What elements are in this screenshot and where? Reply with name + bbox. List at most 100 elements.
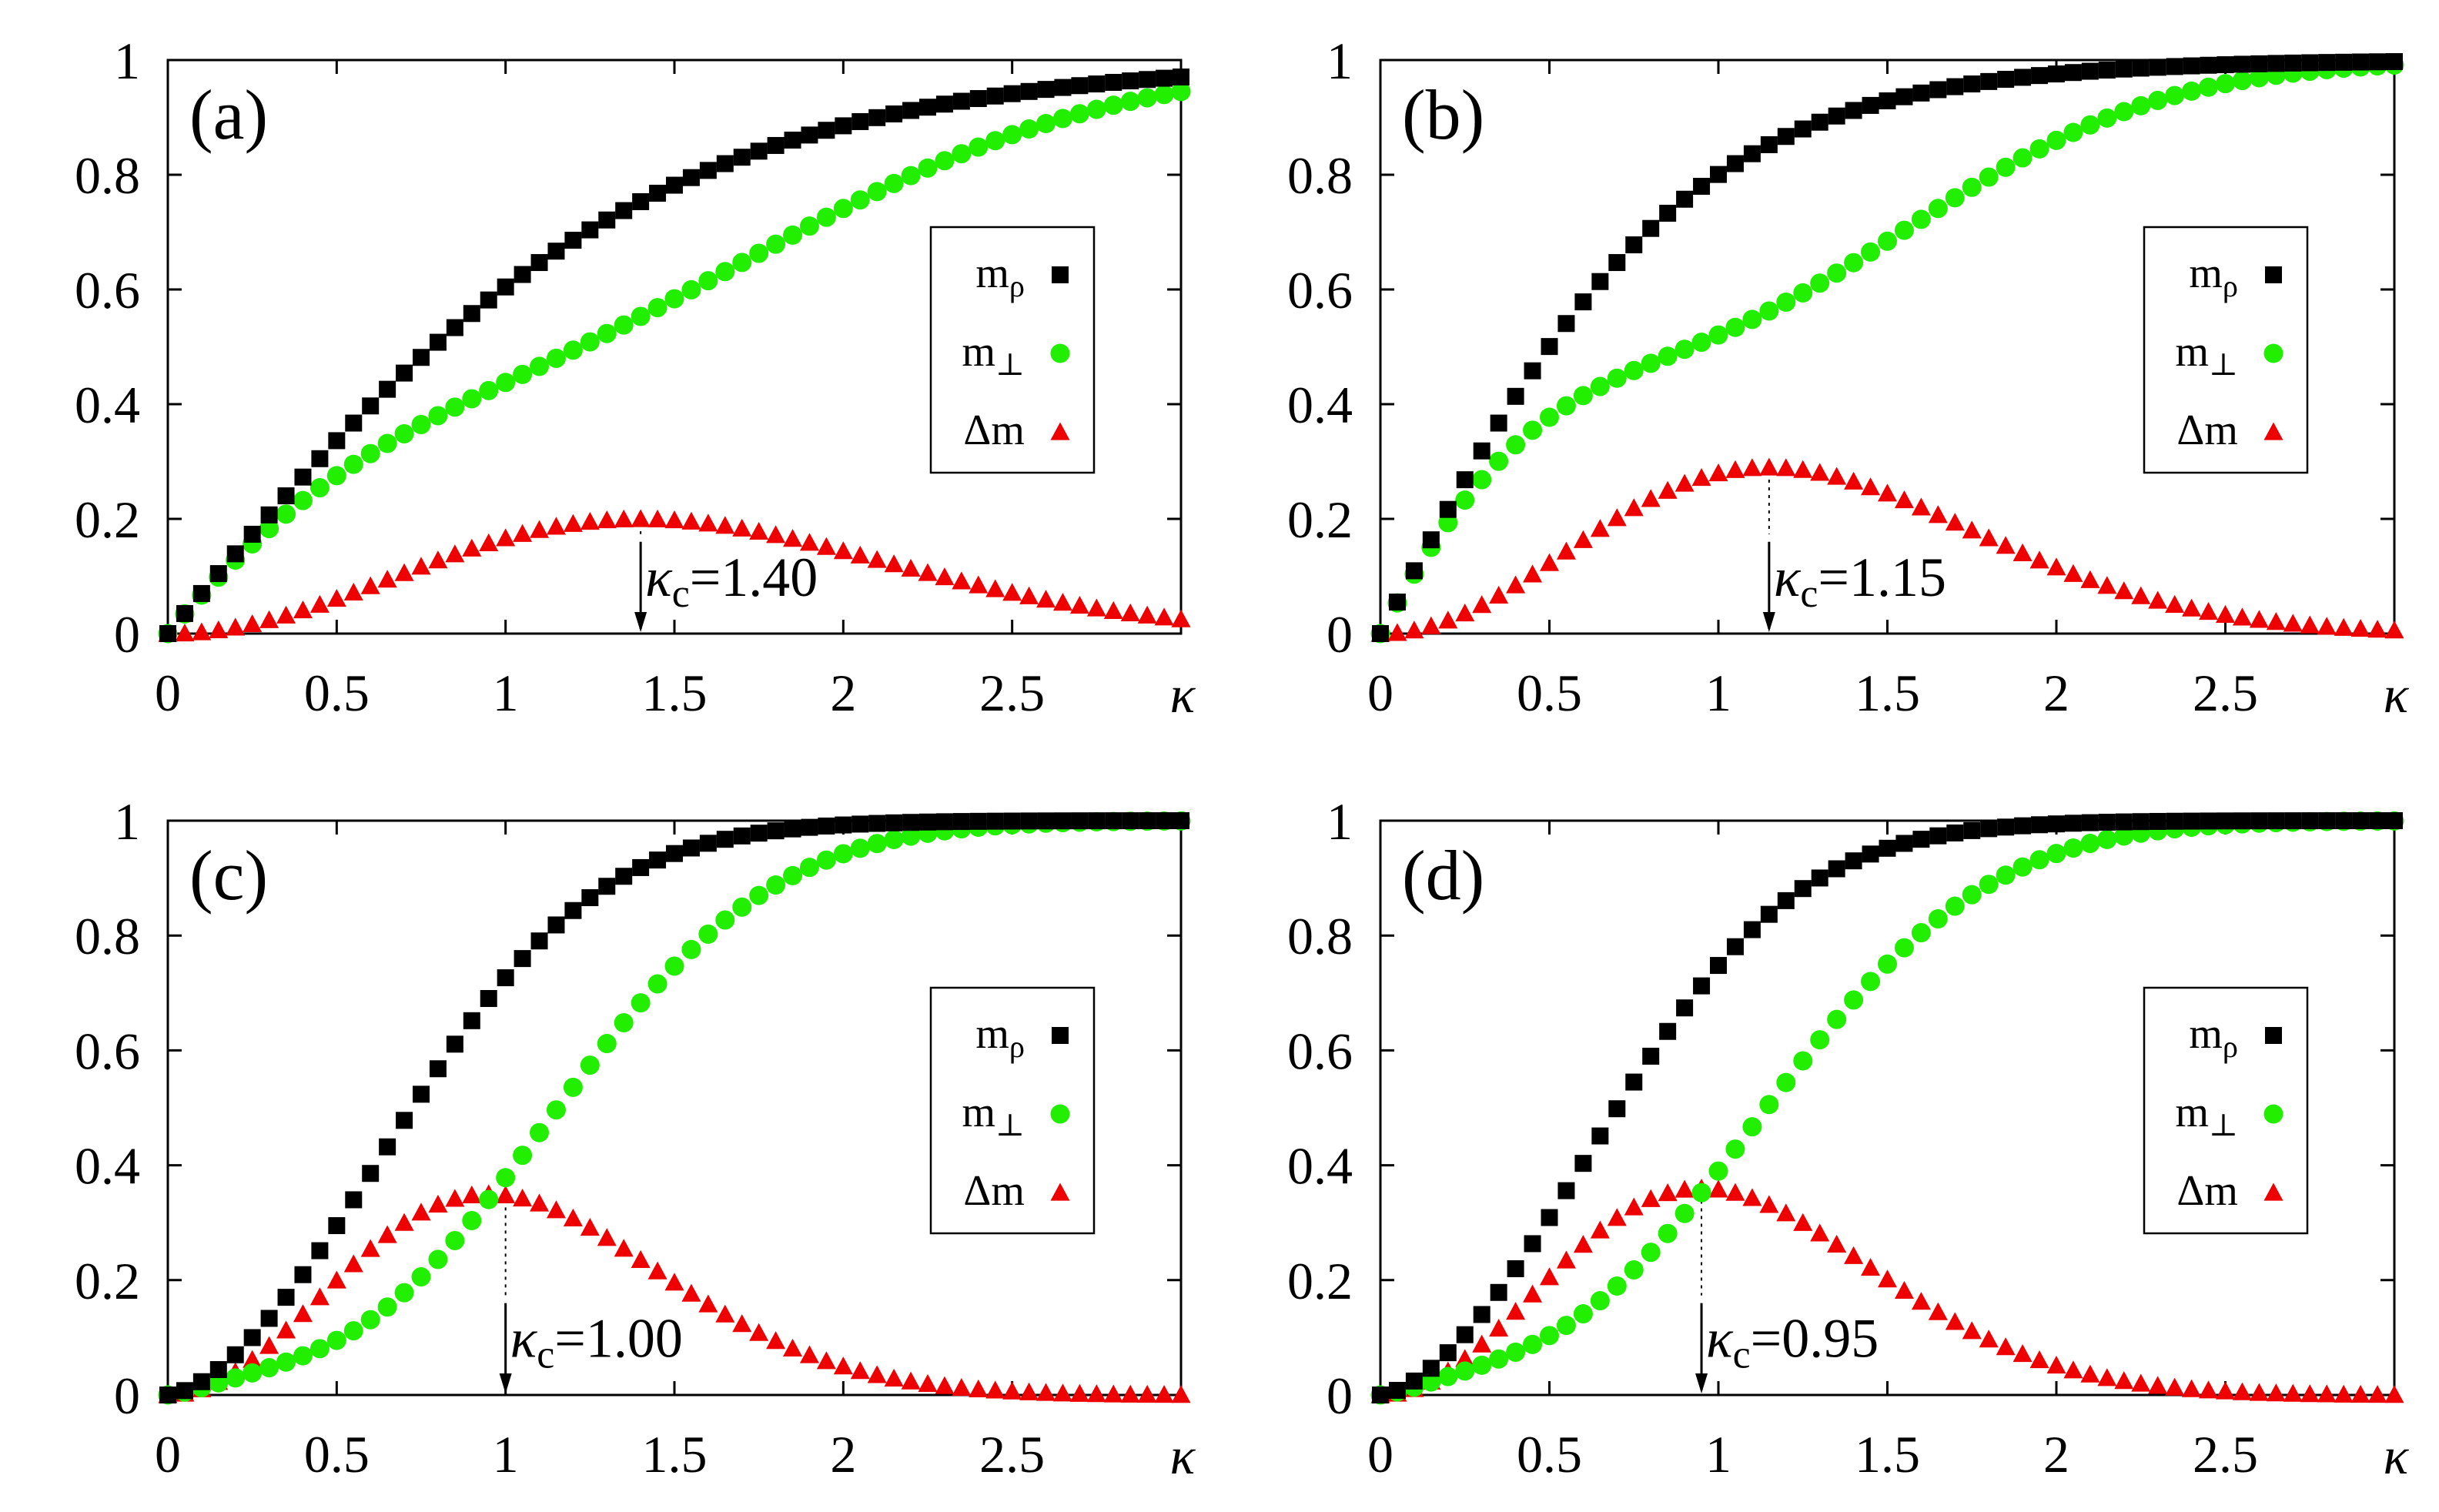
- m-perp-point: [799, 216, 819, 236]
- m-rho-point: [632, 858, 650, 876]
- m-rho-point: [209, 565, 227, 583]
- m-rho-point: [935, 813, 953, 831]
- m-perp-point: [1742, 1117, 1762, 1137]
- m-perp-point: [1019, 119, 1039, 139]
- m-perp-point: [783, 225, 803, 245]
- m-rho-point: [564, 902, 582, 919]
- m-rho-point: [1963, 821, 1981, 839]
- legend-marker-m-perp: [1050, 343, 1070, 363]
- m-perp-point: [631, 993, 651, 1013]
- m-rho-point: [1710, 166, 1727, 183]
- x-tick-label: 2.5: [2193, 664, 2258, 722]
- m-rho-point: [1777, 891, 1795, 909]
- m-rho-point: [1591, 1127, 1609, 1145]
- kappa-c-arrow-head: [499, 1373, 512, 1393]
- m-perp-point: [732, 253, 752, 273]
- m-rho-point: [1693, 977, 1711, 995]
- delta-m-point: [2029, 550, 2049, 569]
- delta-m-point: [783, 1338, 803, 1356]
- delta-m-point: [2283, 614, 2303, 632]
- m-perp-point: [276, 504, 296, 524]
- y-tick-label: 0.2: [75, 490, 140, 549]
- legend-label-delta-m: Δm: [2176, 1167, 2238, 1215]
- m-perp-point: [749, 243, 769, 263]
- m-rho-point: [2301, 54, 2319, 72]
- kappa-c-label: κc=1.00: [510, 1308, 683, 1377]
- m-perp-point: [1137, 88, 1157, 108]
- m-rho-point: [1388, 594, 1406, 611]
- y-tick-label: 0: [114, 1366, 140, 1425]
- delta-m-point: [563, 1208, 583, 1226]
- m-rho-point: [1156, 812, 1173, 830]
- delta-m-point: [1103, 1384, 1123, 1403]
- delta-m-point: [1472, 595, 1492, 614]
- m-perp-point: [2080, 834, 2100, 854]
- delta-m-point: [2334, 1384, 2354, 1403]
- m-rho-point: [902, 102, 920, 119]
- m-rho-point: [952, 813, 970, 831]
- delta-m-point: [1708, 1179, 1728, 1198]
- m-rho-point: [429, 1060, 447, 1078]
- x-tick-label: 2: [2043, 664, 2069, 722]
- m-rho-point: [311, 450, 329, 467]
- m-perp-point: [1810, 1030, 1830, 1050]
- delta-m-point: [918, 563, 938, 581]
- kappa-c-arrow-head: [1762, 612, 1775, 632]
- m-rho-point: [1372, 625, 1389, 642]
- y-tick-label: 1: [114, 32, 140, 90]
- y-tick-label: 0.2: [1287, 490, 1353, 549]
- delta-m-point: [1793, 1213, 1813, 1231]
- delta-m-point: [192, 622, 212, 641]
- delta-m-point: [580, 1217, 600, 1236]
- m-rho-point: [1862, 845, 1879, 863]
- m-rho-point: [1811, 113, 1828, 131]
- m-rho-point: [1659, 204, 1677, 222]
- m-perp-point: [377, 1297, 397, 1317]
- y-tick-label: 0: [1327, 605, 1353, 664]
- m-rho-point: [716, 155, 734, 172]
- m-rho-point: [733, 827, 751, 845]
- delta-m-point: [2350, 619, 2370, 637]
- m-perp-point: [1844, 253, 1864, 273]
- delta-m-point: [766, 525, 786, 544]
- m-perp-point: [1793, 1051, 1813, 1071]
- panel-b: 00.20.40.60.810 0.5 1 1.5 2 2.5 κ(b)κc=1.15mρm…: [1287, 32, 2410, 724]
- delta-m-point: [2114, 581, 2134, 600]
- legend-label-delta-m: Δm: [2176, 406, 2238, 454]
- m-perp-point: [1573, 1304, 1593, 1324]
- delta-m-point: [326, 1270, 346, 1289]
- delta-m-point: [343, 1254, 363, 1273]
- m-perp-point: [1455, 490, 1475, 510]
- m-rho-point: [243, 525, 261, 543]
- m-perp-point: [985, 131, 1005, 151]
- m-perp-point: [1928, 909, 1948, 929]
- m-perp-point: [1421, 1372, 1441, 1392]
- m-rho-point: [1659, 1022, 1677, 1040]
- delta-m-point: [546, 517, 566, 535]
- m-rho-point: [2369, 53, 2387, 71]
- m-rho-point: [463, 305, 480, 323]
- kappa-c-arrow-head: [1695, 1373, 1708, 1393]
- m-rho-point: [243, 1329, 261, 1346]
- m-rho-point: [1608, 1100, 1626, 1118]
- m-rho-point: [1456, 471, 1474, 489]
- y-tick-label: 0.2: [75, 1252, 140, 1310]
- delta-m-point: [1455, 604, 1475, 622]
- y-tick-label: 0.4: [1287, 1137, 1353, 1196]
- m-perp-point: [293, 490, 313, 510]
- m-perp-point: [309, 1339, 330, 1359]
- m-rho-point: [1625, 236, 1643, 254]
- delta-m-point: [2063, 1360, 2083, 1379]
- m-perp-point: [276, 1352, 296, 1372]
- m-rho-point: [1963, 75, 1981, 93]
- delta-m-point: [1725, 460, 1745, 478]
- m-rho-point: [1743, 921, 1761, 938]
- delta-m-point: [428, 550, 448, 569]
- m-rho-point: [176, 1382, 193, 1400]
- series-m-perp: [158, 82, 1191, 644]
- m-rho-point: [514, 950, 531, 968]
- y-tick-label: 0.6: [1287, 1022, 1353, 1080]
- delta-m-point: [1489, 585, 1509, 604]
- m-rho-point: [1405, 1372, 1423, 1390]
- m-perp-point: [1036, 114, 1056, 134]
